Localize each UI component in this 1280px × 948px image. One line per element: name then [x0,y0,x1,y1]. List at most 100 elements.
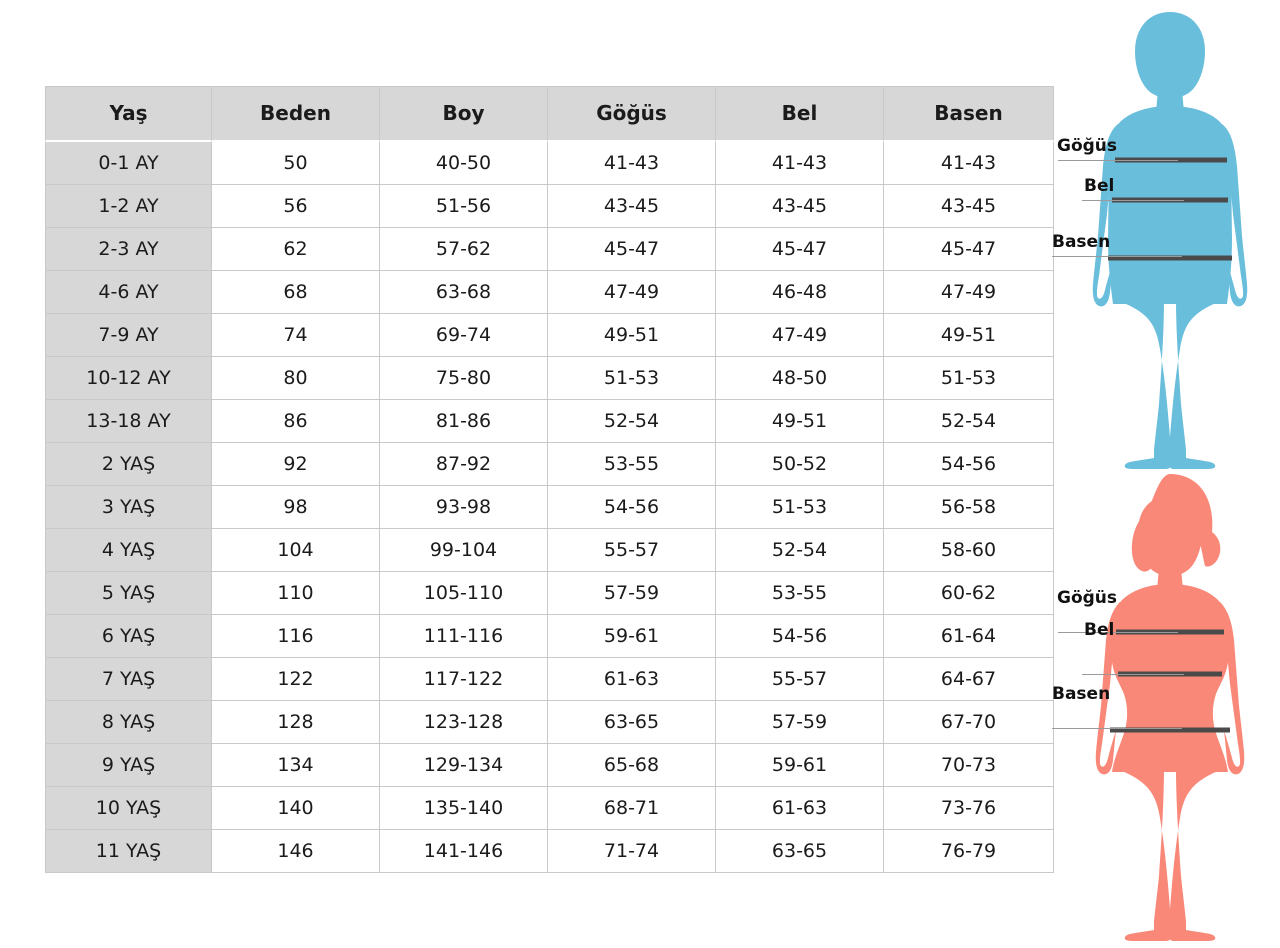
cell-bel: 43-45 [716,185,884,228]
table-row: 2-3 AY 62 57-62 45-47 45-47 45-47 [45,228,1054,271]
cell-beden: 86 [212,400,380,443]
cell-beden: 140 [212,787,380,830]
cell-age: 2-3 AY [45,228,212,271]
cell-gogus: 59-61 [548,615,716,658]
column-header-basen: Basen [884,86,1054,142]
cell-bel: 41-43 [716,142,884,185]
cell-gogus: 41-43 [548,142,716,185]
cell-bel: 54-56 [716,615,884,658]
table-row: 7 YAŞ 122 117-122 61-63 55-57 64-67 [45,658,1054,701]
cell-age: 7 YAŞ [45,658,212,701]
cell-age: 7-9 AY [45,314,212,357]
boy-chest-label: Göğüs [1057,136,1118,156]
cell-beden: 50 [212,142,380,185]
cell-bel: 48-50 [716,357,884,400]
table-header: Yaş Beden Boy Göğüs Bel Basen [45,86,1054,142]
cell-bel: 50-52 [716,443,884,486]
table-row: 2 YAŞ 92 87-92 53-55 50-52 54-56 [45,443,1054,486]
cell-age: 1-2 AY [45,185,212,228]
cell-bel: 53-55 [716,572,884,615]
cell-boy: 87-92 [380,443,548,486]
table-row: 10 YAŞ 140 135-140 68-71 61-63 73-76 [45,787,1054,830]
cell-gogus: 68-71 [548,787,716,830]
girl-waist-leader-line [1082,674,1184,675]
cell-boy: 57-62 [380,228,548,271]
table-row: 13-18 AY 86 81-86 52-54 49-51 52-54 [45,400,1054,443]
cell-gogus: 47-49 [548,271,716,314]
cell-basen: 76-79 [884,830,1054,873]
cell-bel: 51-53 [716,486,884,529]
cell-bel: 59-61 [716,744,884,787]
cell-boy: 81-86 [380,400,548,443]
column-header-beden: Beden [212,86,380,142]
cell-boy: 141-146 [380,830,548,873]
cell-boy: 40-50 [380,142,548,185]
table-row: 6 YAŞ 116 111-116 59-61 54-56 61-64 [45,615,1054,658]
girl-silhouette-icon [1095,474,1245,941]
cell-bel: 52-54 [716,529,884,572]
cell-gogus: 61-63 [548,658,716,701]
table-row: 5 YAŞ 110 105-110 57-59 53-55 60-62 [45,572,1054,615]
cell-age: 0-1 AY [45,142,212,185]
cell-beden: 98 [212,486,380,529]
boy-silhouette-icon [1092,12,1248,469]
table-body: 0-1 AY 50 40-50 41-43 41-43 41-43 1-2 AY 56 51-5… [45,142,1054,873]
cell-boy: 129-134 [380,744,548,787]
cell-basen: 56-58 [884,486,1054,529]
boy-hip-label: Basen [1052,232,1111,252]
cell-beden: 74 [212,314,380,357]
size-table-container: Yaş Beden Boy Göğüs Bel Basen 0-1 AY 50 40… [45,86,1054,873]
column-header-yas: Yaş [45,86,212,142]
cell-age: 13-18 AY [45,400,212,443]
table-row: 10-12 AY 80 75-80 51-53 48-50 51-53 [45,357,1054,400]
cell-boy: 69-74 [380,314,548,357]
cell-basen: 54-56 [884,443,1054,486]
cell-basen: 61-64 [884,615,1054,658]
cell-age: 4 YAŞ [45,529,212,572]
cell-basen: 70-73 [884,744,1054,787]
cell-basen: 43-45 [884,185,1054,228]
cell-basen: 60-62 [884,572,1054,615]
cell-boy: 117-122 [380,658,548,701]
cell-age: 10-12 AY [45,357,212,400]
cell-bel: 49-51 [716,400,884,443]
cell-beden: 62 [212,228,380,271]
cell-bel: 57-59 [716,701,884,744]
cell-basen: 64-67 [884,658,1054,701]
cell-boy: 75-80 [380,357,548,400]
girl-hip-label: Basen [1052,684,1111,704]
boy-waist-label: Bel [1084,176,1115,196]
cell-boy: 63-68 [380,271,548,314]
size-table: Yaş Beden Boy Göğüs Bel Basen 0-1 AY 50 40… [45,86,1054,873]
cell-boy: 123-128 [380,701,548,744]
cell-gogus: 51-53 [548,357,716,400]
cell-basen: 67-70 [884,701,1054,744]
girl-hip-leader-line [1052,728,1182,729]
table-row: 8 YAŞ 128 123-128 63-65 57-59 67-70 [45,701,1054,744]
cell-age: 11 YAŞ [45,830,212,873]
table-header-row: Yaş Beden Boy Göğüs Bel Basen [45,86,1054,142]
cell-gogus: 52-54 [548,400,716,443]
cell-basen: 51-53 [884,357,1054,400]
cell-beden: 104 [212,529,380,572]
column-header-bel: Bel [716,86,884,142]
boy-hip-leader-line [1052,256,1182,257]
cell-basen: 41-43 [884,142,1054,185]
girl-waist-label: Bel [1084,620,1115,640]
cell-beden: 122 [212,658,380,701]
cell-age: 5 YAŞ [45,572,212,615]
girl-chest-label: Göğüs [1057,588,1118,608]
cell-basen: 58-60 [884,529,1054,572]
table-row: 4 YAŞ 104 99-104 55-57 52-54 58-60 [45,529,1054,572]
cell-age: 6 YAŞ [45,615,212,658]
cell-bel: 46-48 [716,271,884,314]
table-row: 3 YAŞ 98 93-98 54-56 51-53 56-58 [45,486,1054,529]
table-row: 11 YAŞ 146 141-146 71-74 63-65 76-79 [45,830,1054,873]
cell-bel: 45-47 [716,228,884,271]
boy-waist-leader-line [1082,200,1184,201]
cell-beden: 68 [212,271,380,314]
column-header-gogus: Göğüs [548,86,716,142]
table-row: 0-1 AY 50 40-50 41-43 41-43 41-43 [45,142,1054,185]
cell-basen: 49-51 [884,314,1054,357]
cell-boy: 99-104 [380,529,548,572]
